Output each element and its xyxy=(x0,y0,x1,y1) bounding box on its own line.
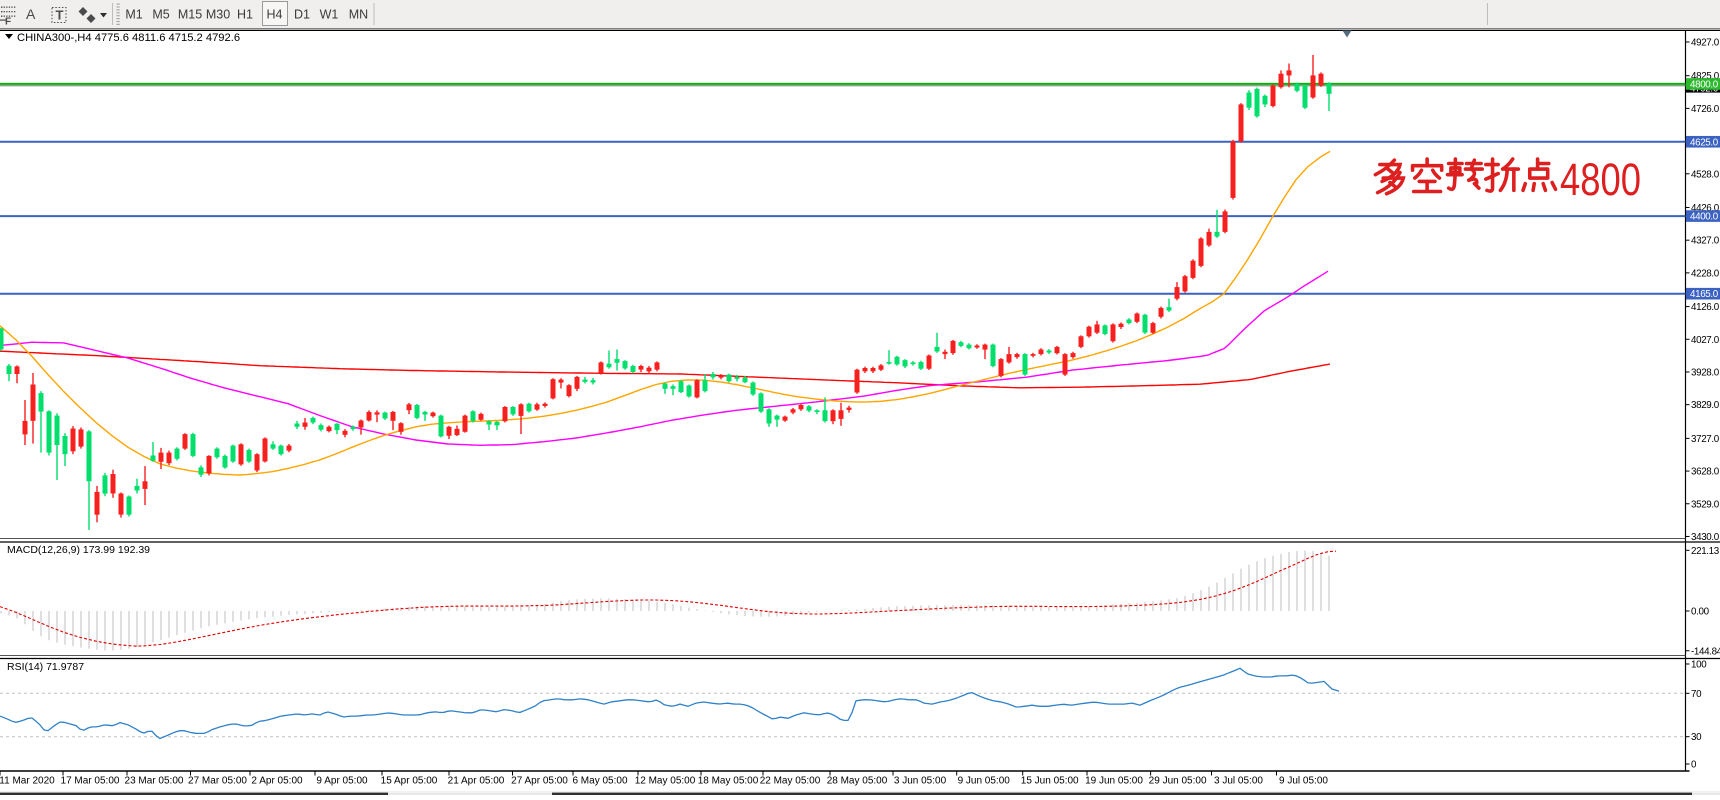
svg-text:MN: MN xyxy=(349,8,368,22)
svg-text:27 Mar 05:00: 27 Mar 05:00 xyxy=(188,776,247,787)
svg-text:9 Jun 05:00: 9 Jun 05:00 xyxy=(958,776,1011,787)
svg-text:3 Jul 05:00: 3 Jul 05:00 xyxy=(1214,776,1263,787)
svg-text:18 May 05:00: 18 May 05:00 xyxy=(698,776,759,787)
svg-text:9 Jul 05:00: 9 Jul 05:00 xyxy=(1279,776,1328,787)
svg-text:F: F xyxy=(5,17,11,28)
svg-text:4800.0: 4800.0 xyxy=(1690,79,1719,90)
svg-text:28 May 05:00: 28 May 05:00 xyxy=(827,776,888,787)
svg-text:4327.0: 4327.0 xyxy=(1691,236,1720,247)
svg-text:4126.0: 4126.0 xyxy=(1691,302,1720,313)
svg-text:22 May 05:00: 22 May 05:00 xyxy=(760,776,821,787)
svg-text:4027.0: 4027.0 xyxy=(1691,335,1720,346)
svg-text:4726.0: 4726.0 xyxy=(1691,104,1720,115)
svg-text:3628.0: 3628.0 xyxy=(1691,467,1720,478)
svg-text:11 Mar 2020: 11 Mar 2020 xyxy=(0,776,55,787)
svg-text:70: 70 xyxy=(1691,689,1702,700)
svg-text:21 Apr 05:00: 21 Apr 05:00 xyxy=(448,776,505,787)
svg-text:4927.0: 4927.0 xyxy=(1691,38,1720,49)
svg-text:M30: M30 xyxy=(206,8,230,22)
svg-text:2 Apr 05:00: 2 Apr 05:00 xyxy=(251,776,303,787)
svg-text:221.13: 221.13 xyxy=(1691,546,1720,557)
svg-text:4825.0: 4825.0 xyxy=(1691,71,1720,82)
svg-text:3928.0: 3928.0 xyxy=(1691,367,1720,378)
svg-text:M1: M1 xyxy=(125,8,142,22)
svg-text:W1: W1 xyxy=(320,8,339,22)
svg-text:3529.0: 3529.0 xyxy=(1691,499,1720,510)
svg-text:3430.0: 3430.0 xyxy=(1691,532,1720,543)
svg-text:4228.0: 4228.0 xyxy=(1691,268,1720,279)
svg-text:6 May 05:00: 6 May 05:00 xyxy=(572,776,627,787)
svg-text:15 Jun 05:00: 15 Jun 05:00 xyxy=(1021,776,1079,787)
svg-text:CHINA300-,H4 4775.6 4811.6 47: CHINA300-,H4 4775.6 4811.6 4715.2 4792.6 xyxy=(17,32,240,44)
svg-text:3 Jun 05:00: 3 Jun 05:00 xyxy=(894,776,947,787)
svg-text:M15: M15 xyxy=(178,8,202,22)
svg-text:12 May 05:00: 12 May 05:00 xyxy=(635,776,696,787)
svg-text:100: 100 xyxy=(1691,660,1707,671)
svg-text:30: 30 xyxy=(1691,732,1702,743)
svg-text:19 Jun 05:00: 19 Jun 05:00 xyxy=(1085,776,1143,787)
svg-text:9 Apr 05:00: 9 Apr 05:00 xyxy=(316,776,368,787)
svg-text:H1: H1 xyxy=(237,8,253,22)
svg-text:-144.84: -144.84 xyxy=(1691,646,1720,657)
svg-text:15 Apr 05:00: 15 Apr 05:00 xyxy=(381,776,438,787)
svg-text:0: 0 xyxy=(1691,760,1697,771)
svg-text:3829.0: 3829.0 xyxy=(1691,400,1720,411)
svg-text:M5: M5 xyxy=(152,8,169,22)
svg-text:RSI(14) 71.9787: RSI(14) 71.9787 xyxy=(7,661,84,673)
svg-text:4528.0: 4528.0 xyxy=(1691,169,1720,180)
svg-text:3727.0: 3727.0 xyxy=(1691,434,1720,445)
svg-text:4165.0: 4165.0 xyxy=(1690,289,1719,300)
svg-text:A: A xyxy=(26,6,36,22)
svg-text:T: T xyxy=(56,8,64,23)
svg-text:4800: 4800 xyxy=(1560,154,1641,205)
svg-text:29 Jun 05:00: 29 Jun 05:00 xyxy=(1149,776,1207,787)
svg-text:23 Mar 05:00: 23 Mar 05:00 xyxy=(125,776,184,787)
svg-text:17 Mar 05:00: 17 Mar 05:00 xyxy=(61,776,120,787)
svg-text:4625.0: 4625.0 xyxy=(1690,137,1719,148)
svg-text:H4: H4 xyxy=(267,8,283,22)
svg-text:4426.0: 4426.0 xyxy=(1691,203,1720,214)
svg-text:0.00: 0.00 xyxy=(1691,607,1710,618)
svg-text:27 Apr 05:00: 27 Apr 05:00 xyxy=(511,776,568,787)
svg-text:4400.0: 4400.0 xyxy=(1690,212,1719,223)
svg-text:D1: D1 xyxy=(294,8,310,22)
svg-text:MACD(12,26,9) 173.99 192.39: MACD(12,26,9) 173.99 192.39 xyxy=(7,544,150,556)
